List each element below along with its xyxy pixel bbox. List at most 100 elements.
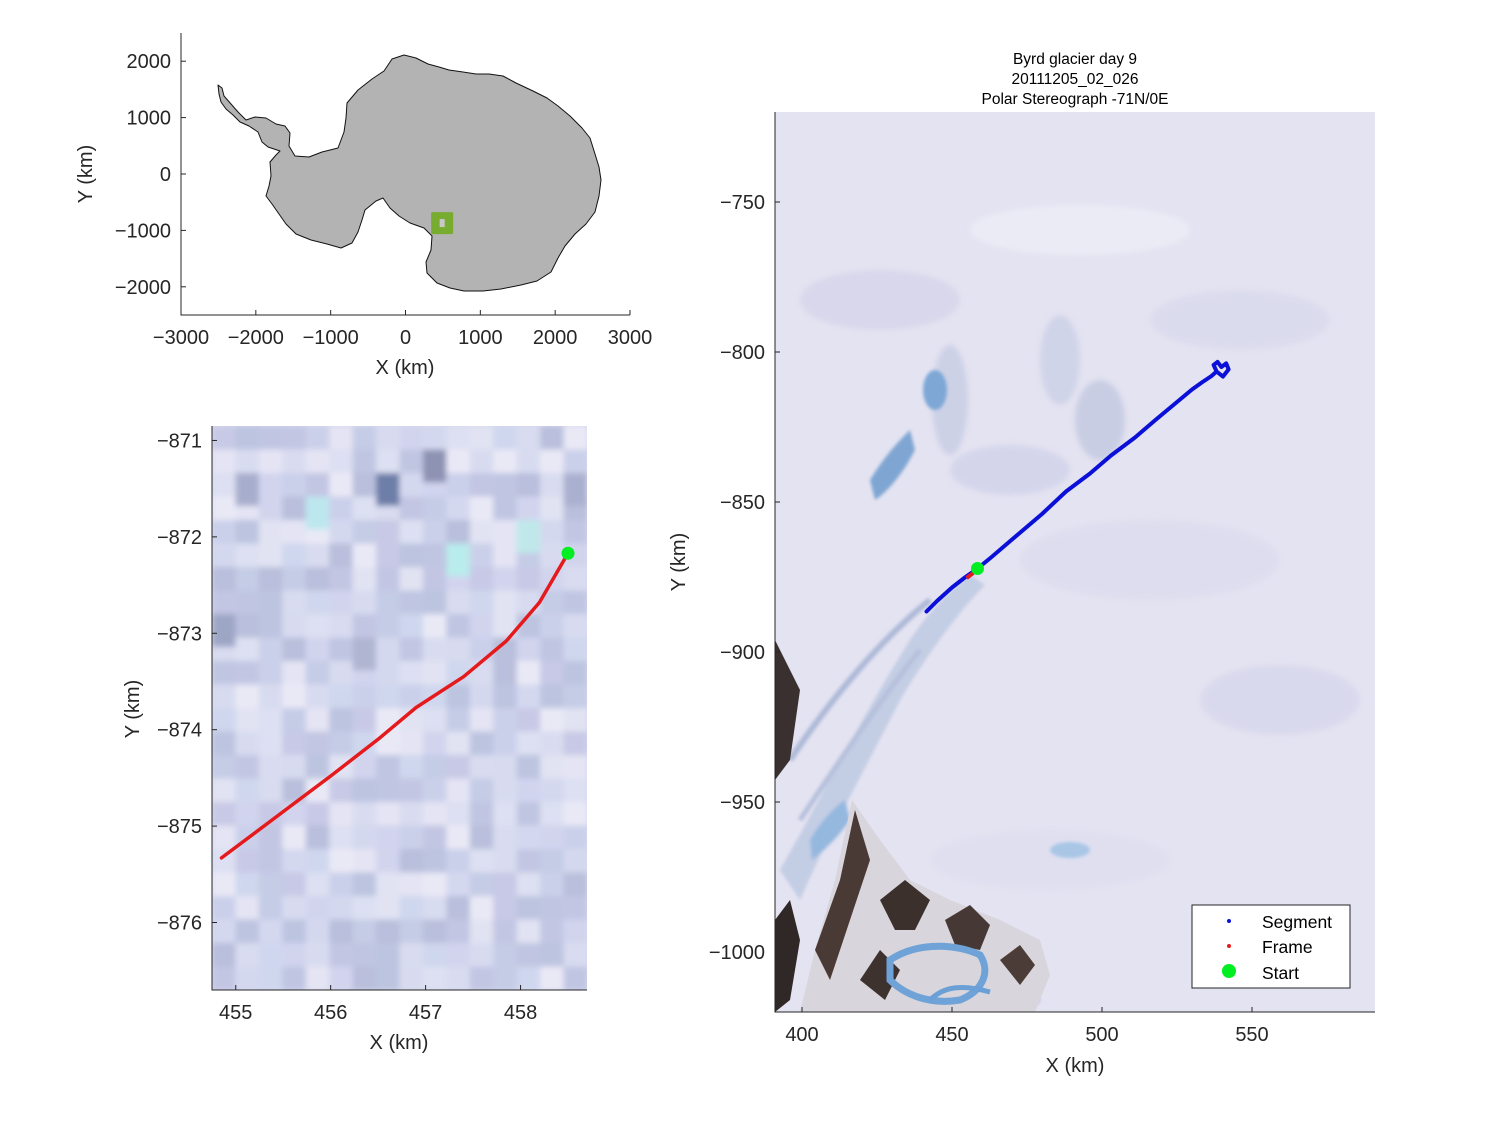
imagery-pixel: [258, 520, 283, 544]
zoom-y-tick-label: −875: [157, 816, 202, 838]
imagery-pixel: [399, 590, 424, 615]
imagery-pixel: [399, 426, 424, 450]
zoom-x-tick-label: 457: [409, 1002, 442, 1024]
zoom-x-tick-label: 458: [504, 1002, 537, 1024]
imagery-pixel: [258, 449, 283, 474]
imagery-pixel: [563, 708, 587, 732]
imagery-pixel: [235, 966, 260, 990]
imagery-pixel: [516, 661, 541, 685]
imagery-pixel: [305, 708, 330, 732]
imagery-pixel: [352, 778, 377, 803]
imagery-pixel: [540, 496, 565, 521]
antarctica-landmass: [217, 54, 602, 292]
imagery-pixel: [493, 473, 518, 497]
imagery-pixel: [376, 590, 400, 615]
imagery-pixel: [212, 496, 236, 521]
imagery-pixel: [305, 449, 330, 474]
imagery-pixel: [422, 943, 447, 967]
imagery-pixel: [258, 943, 283, 967]
imagery-pixel: [212, 755, 236, 779]
imagery-pixel: [493, 802, 518, 826]
imagery-pixel: [516, 590, 541, 615]
imagery-pixel: [493, 825, 518, 850]
imagery-pixel: [235, 896, 260, 920]
imagery-pixel: [352, 496, 377, 521]
overview-y-ticks: 2000 1000 0 −1000 −2000: [115, 51, 186, 299]
imagery-pixel: [352, 614, 377, 638]
imagery-pixel: [282, 755, 307, 779]
imagery-pixel: [399, 731, 424, 756]
imagery-pixel: [212, 661, 236, 685]
imagery-pixel: [329, 802, 354, 826]
imagery-pixel: [282, 661, 307, 685]
main-y-tick-label: −850: [720, 492, 765, 514]
imagery-pixel: [469, 543, 494, 568]
imagery-pixel: [493, 731, 518, 756]
imagery-pixel: [422, 731, 447, 756]
imagery-pixel: [516, 567, 541, 591]
imagery-pixel: [282, 496, 307, 521]
imagery-pixel: [376, 896, 400, 920]
legend-frame-label: Frame: [1262, 937, 1313, 957]
imagery-pixel: [282, 943, 307, 967]
imagery-pixel: [516, 849, 541, 873]
imagery-pixel: [540, 449, 565, 474]
overview-y-tick-label: 1000: [127, 108, 172, 130]
imagery-pixel: [235, 731, 260, 756]
imagery-pixel: [258, 896, 283, 920]
legend-frame-swatch: [1227, 944, 1231, 948]
imagery-pixel: [376, 943, 400, 967]
imagery-pixel: [516, 708, 541, 732]
imagery-pixel: [329, 543, 354, 568]
imagery-pixel: [212, 520, 236, 544]
imagery-pixel: [493, 637, 518, 662]
imagery-pixel: [329, 966, 354, 990]
imagery-pixel: [329, 614, 354, 638]
imagery-pixel: [563, 590, 587, 615]
imagery-pixel: [563, 731, 587, 756]
imagery-pixel: [376, 872, 400, 897]
legend-start-swatch: [1222, 964, 1236, 978]
imagery-pixel: [516, 637, 541, 662]
imagery-pixel: [352, 567, 377, 591]
imagery-pixel: [282, 637, 307, 662]
imagery-pixel: [282, 567, 307, 591]
imagery-pixel: [493, 919, 518, 944]
imagery-pixel: [422, 778, 447, 803]
imagery-pixel: [212, 567, 236, 591]
imagery-pixel: [329, 449, 354, 474]
imagery-pixel: [516, 449, 541, 474]
legend-segment-label: Segment: [1262, 912, 1332, 932]
imagery-pixel: [422, 590, 447, 615]
imagery-pixel: [399, 520, 424, 544]
imagery-pixel: [282, 449, 307, 474]
imagery-pixel: [422, 661, 447, 685]
focus-area-inner: [439, 219, 445, 228]
imagery-pixel: [493, 426, 518, 450]
imagery-pixel: [235, 872, 260, 897]
imagery-pixel: [235, 778, 260, 803]
imagery-pixel: [399, 661, 424, 685]
overview-y-tick-label: −1000: [115, 220, 171, 242]
imagery-pixel: [212, 778, 236, 803]
imagery-pixel: [235, 919, 260, 944]
imagery-pixel: [446, 755, 471, 779]
imagery-pixel: [469, 755, 494, 779]
imagery-pixel: [516, 919, 541, 944]
imagery-pixel: [376, 755, 400, 779]
imagery-pixel: [258, 802, 283, 826]
imagery-pixel: [212, 590, 236, 615]
imagery-pixel: [422, 872, 447, 897]
imagery-pixel: [516, 896, 541, 920]
imagery-pixel: [212, 825, 236, 850]
imagery-pixel: [493, 872, 518, 897]
imagery-pixel: [516, 684, 541, 709]
imagery-pixel: [329, 590, 354, 615]
overview-y-tick-label: −2000: [115, 277, 171, 299]
imagery-pixel: [212, 708, 236, 732]
imagery-pixel: [446, 614, 471, 638]
imagery-pixel: [376, 661, 400, 685]
imagery-pixel: [258, 825, 283, 850]
imagery-pixel: [399, 943, 424, 967]
